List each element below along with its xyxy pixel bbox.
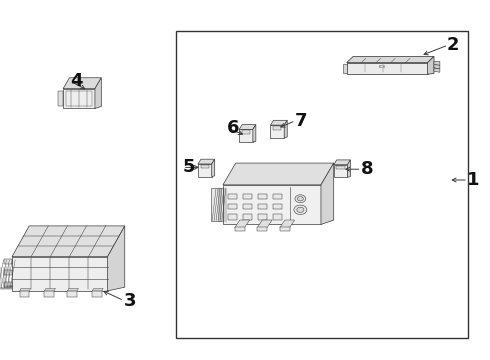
- Bar: [228, 194, 237, 199]
- Polygon shape: [257, 220, 272, 228]
- Bar: [258, 214, 267, 220]
- Polygon shape: [198, 164, 212, 176]
- Bar: [242, 130, 250, 134]
- Bar: [243, 194, 252, 199]
- Bar: [243, 214, 252, 220]
- Polygon shape: [68, 291, 77, 297]
- Text: 1: 1: [466, 171, 479, 189]
- Polygon shape: [20, 288, 30, 291]
- Polygon shape: [108, 226, 125, 291]
- Bar: [201, 165, 209, 168]
- Bar: [337, 166, 344, 169]
- Polygon shape: [347, 57, 434, 63]
- Polygon shape: [347, 160, 350, 177]
- Polygon shape: [92, 288, 103, 291]
- Polygon shape: [20, 291, 29, 297]
- Bar: [176, 31, 468, 338]
- Polygon shape: [239, 129, 253, 142]
- Bar: [273, 194, 282, 199]
- Text: 4: 4: [70, 72, 82, 90]
- Polygon shape: [343, 64, 347, 73]
- Bar: [280, 227, 290, 231]
- Text: 3: 3: [123, 292, 136, 310]
- Circle shape: [297, 207, 304, 212]
- Polygon shape: [4, 259, 12, 264]
- Polygon shape: [434, 65, 440, 69]
- Polygon shape: [223, 185, 321, 225]
- Polygon shape: [95, 78, 101, 108]
- Bar: [257, 227, 267, 231]
- Polygon shape: [12, 257, 108, 291]
- Polygon shape: [12, 226, 125, 257]
- Polygon shape: [270, 120, 287, 125]
- Polygon shape: [4, 270, 12, 275]
- Bar: [273, 214, 282, 220]
- Polygon shape: [198, 159, 215, 164]
- Bar: [258, 204, 267, 210]
- Polygon shape: [45, 291, 54, 297]
- Polygon shape: [253, 125, 256, 142]
- Polygon shape: [321, 163, 334, 225]
- Polygon shape: [63, 89, 95, 108]
- Bar: [228, 204, 237, 210]
- Polygon shape: [68, 288, 78, 291]
- Text: 7: 7: [295, 112, 308, 130]
- Text: 6: 6: [226, 119, 239, 137]
- Polygon shape: [45, 288, 55, 291]
- Polygon shape: [211, 188, 223, 221]
- Bar: [66, 91, 93, 106]
- Text: ECU: ECU: [379, 65, 386, 69]
- Polygon shape: [235, 220, 249, 228]
- Polygon shape: [427, 57, 434, 74]
- Text: 8: 8: [361, 160, 374, 178]
- Bar: [235, 227, 245, 231]
- Polygon shape: [92, 291, 102, 297]
- Circle shape: [294, 205, 307, 215]
- Circle shape: [297, 197, 303, 201]
- Polygon shape: [4, 282, 12, 287]
- Bar: [243, 204, 252, 210]
- Text: 2: 2: [447, 36, 460, 54]
- Polygon shape: [63, 78, 101, 89]
- Polygon shape: [284, 120, 287, 138]
- Bar: [273, 126, 281, 130]
- Polygon shape: [239, 125, 256, 129]
- Polygon shape: [334, 165, 347, 177]
- Polygon shape: [58, 91, 63, 107]
- Polygon shape: [223, 163, 334, 185]
- Polygon shape: [434, 68, 440, 72]
- Polygon shape: [334, 160, 350, 165]
- Bar: [228, 214, 237, 220]
- Polygon shape: [212, 159, 215, 176]
- Bar: [258, 194, 267, 199]
- Bar: [273, 204, 282, 210]
- Circle shape: [295, 195, 306, 203]
- Polygon shape: [280, 220, 294, 228]
- Text: 5: 5: [182, 158, 195, 176]
- Polygon shape: [270, 125, 284, 138]
- Polygon shape: [347, 63, 427, 74]
- Polygon shape: [434, 61, 440, 65]
